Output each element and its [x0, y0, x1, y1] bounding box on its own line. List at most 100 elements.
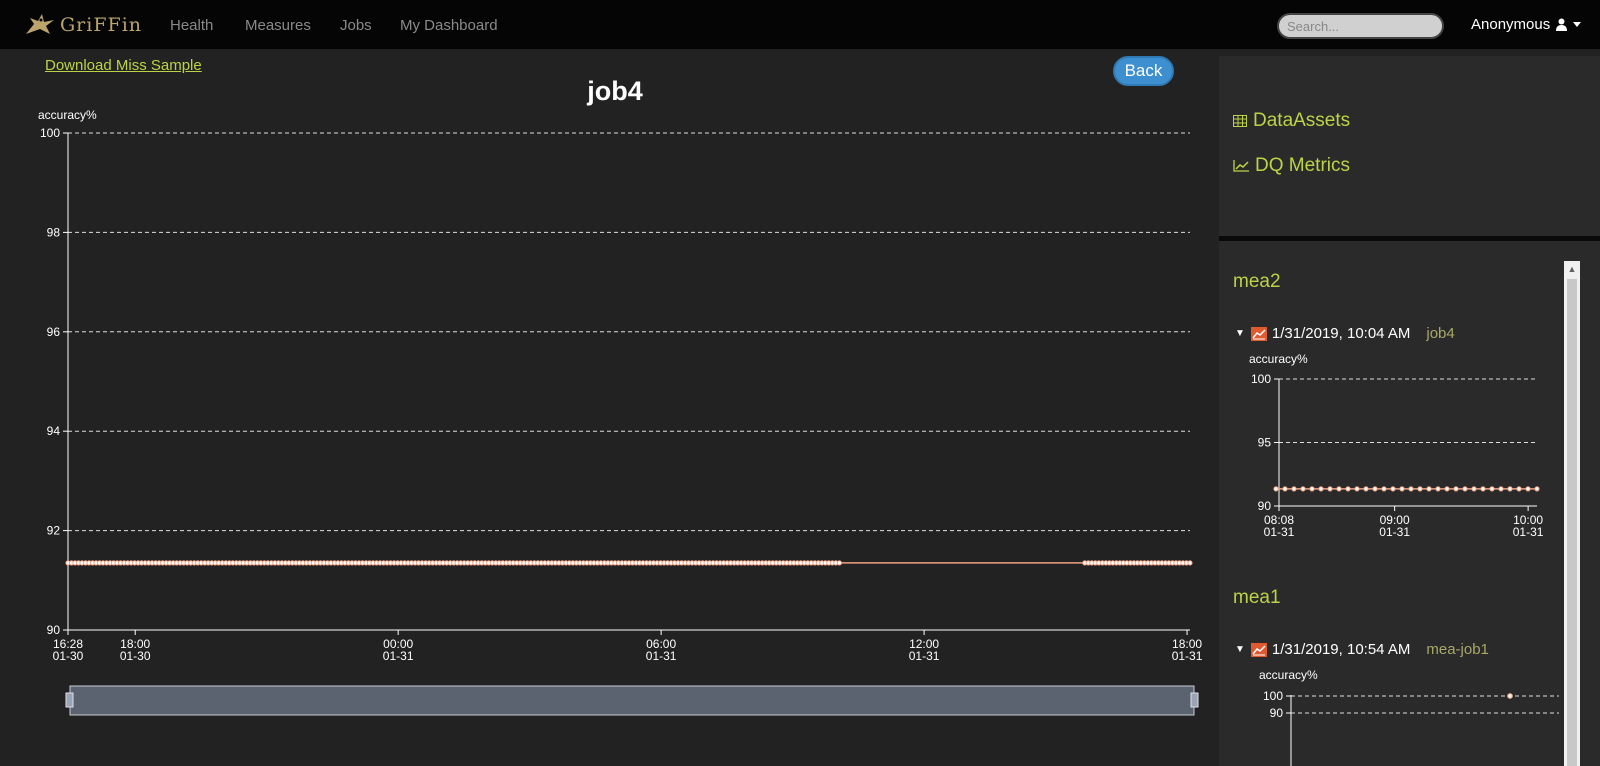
- caret-down-icon: [1573, 22, 1582, 27]
- area-chart-icon: [1250, 326, 1267, 341]
- data-point: [1489, 486, 1495, 492]
- x-tick-date: 01-31: [383, 649, 414, 663]
- data-point: [1354, 486, 1360, 492]
- scrollbar-thumb[interactable]: [1567, 279, 1577, 766]
- y-tick-label: 90: [1270, 706, 1284, 720]
- data-point: [1507, 486, 1513, 492]
- x-tick-date: 01-30: [120, 649, 151, 663]
- metric-timestamp: 1/31/2019, 10:04 AM: [1271, 325, 1411, 342]
- data-point: [1507, 693, 1513, 699]
- data-point: [1372, 486, 1378, 492]
- metric-row[interactable]: ▼ 1/31/2019, 10:54 AM mea-job1: [1235, 641, 1489, 658]
- page-title: job4: [587, 76, 643, 106]
- data-point: [1417, 486, 1423, 492]
- search-input[interactable]: [1277, 13, 1444, 39]
- data-point: [1498, 486, 1504, 492]
- sidebar-link-dq-metrics[interactable]: DQ Metrics: [1233, 155, 1350, 177]
- nav-jobs[interactable]: Jobs: [340, 17, 372, 34]
- y-tick-label: 90: [47, 623, 61, 637]
- data-zoom-slider[interactable]: [65, 685, 1199, 716]
- metric-timestamp: 1/31/2019, 10:54 AM: [1271, 641, 1411, 658]
- data-point: [1345, 486, 1351, 492]
- x-tick-label: 18:00: [120, 637, 150, 651]
- data-point: [1480, 486, 1486, 492]
- x-tick-label: 08:08: [1264, 513, 1294, 527]
- x-tick-label: 18:00: [1172, 637, 1202, 651]
- sidebar-divider: [1219, 236, 1600, 241]
- y-tick-label: 90: [1258, 499, 1272, 513]
- nav-measures[interactable]: Measures: [245, 17, 311, 34]
- data-point: [1187, 560, 1193, 566]
- x-tick-date: 01-31: [646, 649, 677, 663]
- y-axis-label: accuracy%: [1259, 668, 1318, 682]
- sidebar-scrollbar[interactable]: ▲: [1564, 261, 1580, 766]
- x-tick-label: 10:00: [1513, 513, 1543, 527]
- accuracy-series: [1273, 486, 1540, 492]
- sidebar-link-label: DQ Metrics: [1255, 155, 1350, 176]
- metric-job-name[interactable]: job4: [1426, 325, 1455, 342]
- y-tick-label: 94: [47, 424, 61, 438]
- user-icon: [1556, 18, 1568, 31]
- scroll-up-arrow-icon[interactable]: ▲: [1567, 264, 1577, 274]
- data-point: [1300, 486, 1306, 492]
- data-point: [836, 560, 842, 566]
- user-name: Anonymous: [1471, 16, 1551, 33]
- table-icon: [1233, 115, 1247, 127]
- data-point: [1291, 486, 1297, 492]
- x-tick-date: 01-31: [1513, 525, 1544, 539]
- back-button[interactable]: Back: [1113, 56, 1174, 86]
- caret-down-icon[interactable]: ▼: [1235, 328, 1245, 339]
- x-tick-date: 01-31: [1379, 525, 1410, 539]
- measure-title[interactable]: mea1: [1233, 587, 1281, 608]
- y-tick-label: 100: [40, 126, 60, 140]
- sidebar-link-label: DataAssets: [1253, 110, 1351, 131]
- x-tick-label: 12:00: [909, 637, 939, 651]
- top-navbar: GriFFin Health Measures Jobs My Dashboar…: [0, 0, 1600, 50]
- zoom-handle-right[interactable]: [1190, 692, 1199, 708]
- data-point: [1363, 486, 1369, 492]
- metric-row[interactable]: ▼ 1/31/2019, 10:04 AM job4: [1235, 325, 1455, 342]
- zoom-track[interactable]: [69, 685, 1195, 716]
- sidebar-nav: DataAssets DQ Metrics: [1219, 56, 1600, 238]
- data-point: [1471, 486, 1477, 492]
- y-axis-label: accuracy%: [38, 108, 97, 122]
- y-tick-label: 98: [47, 225, 61, 239]
- user-menu[interactable]: Anonymous: [1471, 16, 1582, 33]
- metric-job-name[interactable]: mea-job1: [1426, 641, 1489, 658]
- download-miss-sample-link[interactable]: Download Miss Sample: [45, 57, 202, 74]
- y-tick-label: 96: [47, 325, 61, 339]
- data-point: [1453, 486, 1459, 492]
- x-tick-label: 09:00: [1380, 513, 1410, 527]
- grid-lines: [68, 132, 1190, 532]
- data-point: [1381, 486, 1387, 492]
- griffin-logo-icon: [26, 14, 54, 34]
- data-point: [1435, 486, 1441, 492]
- data-point: [1273, 486, 1279, 492]
- grid-lines: 100 95 90: [1251, 372, 1537, 513]
- y-tick-label: 95: [1258, 436, 1272, 450]
- data-point: [1462, 486, 1468, 492]
- data-point: [1390, 486, 1396, 492]
- measure-title[interactable]: mea2: [1233, 271, 1281, 292]
- x-tick-label: 06:00: [646, 637, 676, 651]
- y-tick-label: 92: [47, 524, 61, 538]
- x-tick-date: 01-31: [1264, 525, 1295, 539]
- data-point: [1399, 486, 1405, 492]
- data-point: [1525, 486, 1531, 492]
- data-point: [1336, 486, 1342, 492]
- sidebar-link-dataassets[interactable]: DataAssets: [1233, 110, 1350, 132]
- zoom-handle-left[interactable]: [65, 692, 74, 708]
- griffin-logo[interactable]: GriFFin: [24, 10, 142, 40]
- nav-health[interactable]: Health: [170, 17, 214, 34]
- accuracy-series: [65, 560, 1193, 566]
- caret-down-icon[interactable]: ▼: [1235, 644, 1245, 655]
- area-chart-icon: [1250, 642, 1267, 657]
- nav-my-dashboard[interactable]: My Dashboard: [400, 17, 498, 34]
- x-tick-date: 01-31: [1172, 649, 1203, 663]
- y-tick-label: 100: [1251, 372, 1271, 386]
- accuracy-series: [1507, 693, 1513, 699]
